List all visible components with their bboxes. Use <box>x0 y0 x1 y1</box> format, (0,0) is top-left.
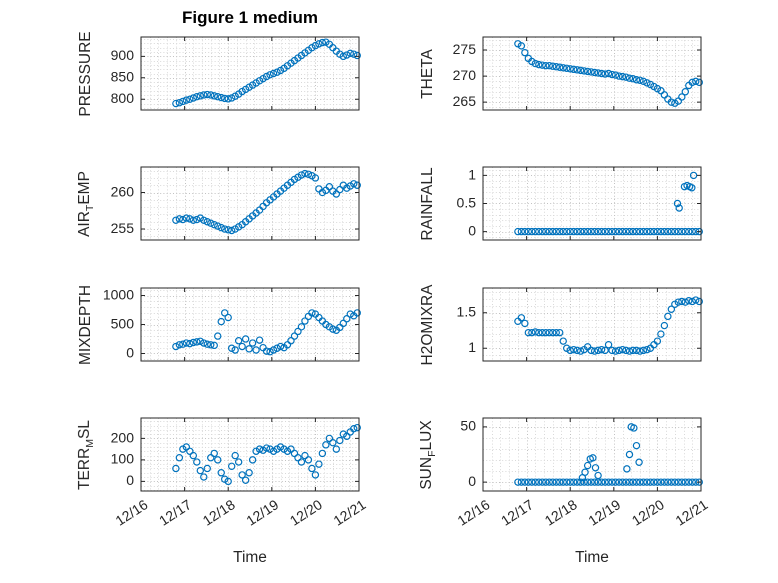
subplot-mixdepth: MIXDEPTH <box>71 276 371 371</box>
terr-msl-plot-canvas <box>71 406 371 546</box>
sun-flux-plot-canvas <box>413 406 713 546</box>
time-axis-label-right: Time <box>575 549 609 566</box>
theta-plot-canvas <box>413 25 713 120</box>
pressure-plot-canvas <box>71 25 371 120</box>
figure-title: Figure 1 medium <box>181 8 319 27</box>
h2omixra-axis-label: H2OMIXRA <box>419 284 436 365</box>
subplot-air-temp: AIRTEMP <box>71 155 371 250</box>
subplot-pressure: PRESSURE <box>71 25 371 120</box>
mixdepth-axis-label: MIXDEPTH <box>77 284 94 365</box>
air-temp-axis-label: AIRTEMP <box>75 170 97 237</box>
subplot-sun-flux: SUNFLUX <box>413 406 713 546</box>
pressure-axis-label: PRESSURE <box>77 30 94 117</box>
theta-axis-label: THETA <box>419 48 436 99</box>
subplot-terr-msl: TERRMSL <box>71 406 371 546</box>
rainfall-axis-label: RAINFALL <box>419 166 436 241</box>
subplot-theta: THETA <box>413 25 713 120</box>
mixdepth-plot-canvas <box>71 276 371 371</box>
rainfall-plot-canvas <box>413 155 713 250</box>
h2omixra-plot-canvas <box>413 276 713 371</box>
terr-msl-axis-label: TERRMSL <box>75 419 97 490</box>
subplot-rainfall: RAINFALL <box>413 155 713 250</box>
sun-flux-axis-label: SUNFLUX <box>417 419 439 490</box>
air-temp-plot-canvas <box>71 155 371 250</box>
subplot-h2omixra: H2OMIXRA <box>413 276 713 371</box>
time-axis-label-left: Time <box>233 549 267 566</box>
